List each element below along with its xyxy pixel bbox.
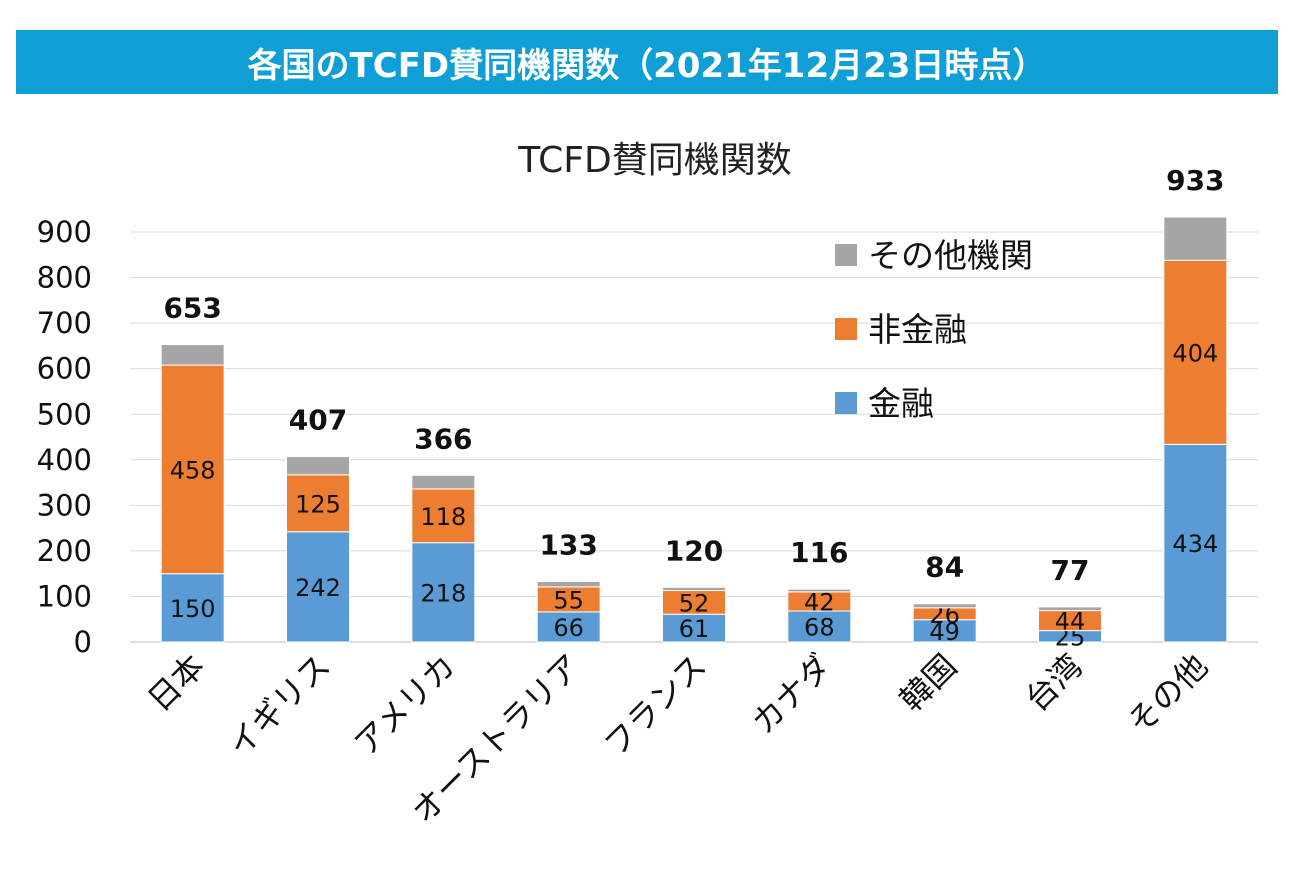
data-label: 49 [929, 618, 960, 646]
y-tick-label: 200 [37, 534, 92, 568]
total-label: 133 [539, 528, 597, 561]
total-label: 407 [289, 404, 347, 437]
total-label: 366 [414, 422, 472, 455]
data-label: 242 [295, 574, 341, 602]
legend-swatch [835, 318, 857, 340]
data-label: 218 [420, 579, 466, 607]
y-tick-label: 600 [37, 352, 92, 386]
data-label: 404 [1172, 339, 1218, 367]
y-tick-label: 400 [37, 443, 92, 477]
bar-segment-sonota [912, 603, 977, 609]
bar-segment-sonota [1163, 216, 1228, 261]
bar-segment-sonota [787, 588, 852, 593]
legend-label: 金融 [868, 384, 934, 423]
data-label: 434 [1172, 530, 1218, 558]
bar-segment-hikinyu [286, 474, 350, 533]
y-tick-label: 300 [37, 488, 92, 522]
legend-label: その他機関 [868, 236, 1033, 275]
bar-segment-sonota [160, 344, 225, 366]
data-label: 42 [804, 588, 835, 616]
total-label: 77 [1051, 554, 1090, 587]
data-label: 458 [170, 456, 216, 484]
category-label: 台湾 [1018, 647, 1090, 719]
data-label: 150 [170, 595, 216, 623]
bar-segment-sonota [662, 586, 726, 592]
bar-segment-sonota [286, 456, 350, 476]
data-label: 125 [295, 490, 341, 518]
bar-segment-hikinyu [411, 488, 476, 544]
total-label: 120 [665, 534, 723, 567]
category-label: その他 [1120, 647, 1215, 742]
legend-swatch [835, 392, 857, 414]
category-label: 韓国 [892, 647, 964, 719]
y-tick-label: 900 [37, 215, 92, 249]
data-label: 52 [679, 589, 710, 617]
total-label: 84 [925, 551, 964, 584]
y-tick-label: 700 [37, 306, 92, 340]
legend-label: 非金融 [868, 310, 967, 349]
bar-segment-sonota [536, 580, 601, 588]
y-tick-label: 500 [37, 397, 92, 431]
data-label: 44 [1055, 608, 1086, 636]
title-banner: 各国のTCFD賛同機関数（2021年12月23日時点） [16, 30, 1278, 94]
data-label: 118 [420, 503, 466, 531]
category-label: 日本 [140, 647, 212, 719]
category-label: フランス [597, 647, 714, 764]
total-label: 653 [163, 292, 221, 325]
category-label: アメリカ [347, 647, 463, 763]
bar-segment-sonota [411, 474, 476, 490]
y-tick-label: 800 [37, 261, 92, 295]
category-label: イギリス [220, 647, 337, 764]
bar-segment-hikinyu [1163, 259, 1228, 445]
legend-swatch [835, 244, 857, 266]
y-tick-label: 0 [74, 625, 92, 659]
bar-segment-kinyu [411, 542, 476, 643]
bar-segment-kinyu [662, 613, 726, 643]
data-label: 55 [553, 586, 584, 614]
bar-segment-kinyu [286, 531, 350, 643]
bar-segment-kinyu [1163, 443, 1228, 643]
bar-segment-hikinyu [536, 586, 601, 613]
chart-title: TCFD賛同機関数 [517, 140, 791, 181]
bar-segment-sonota [1038, 606, 1102, 612]
y-tick-label: 100 [37, 579, 92, 613]
category-label: カナダ [744, 647, 839, 742]
data-label: 66 [553, 614, 584, 642]
data-label: 61 [679, 615, 710, 643]
bar-segment-hikinyu [160, 364, 225, 575]
data-label: 68 [804, 614, 835, 642]
bar-segment-kinyu [160, 573, 225, 643]
total-label: 116 [790, 536, 848, 569]
bar-segment-kinyu [787, 610, 852, 643]
total-label: 933 [1166, 164, 1224, 197]
banner-title: 各国のTCFD賛同機関数（2021年12月23日時点） [247, 45, 1047, 86]
